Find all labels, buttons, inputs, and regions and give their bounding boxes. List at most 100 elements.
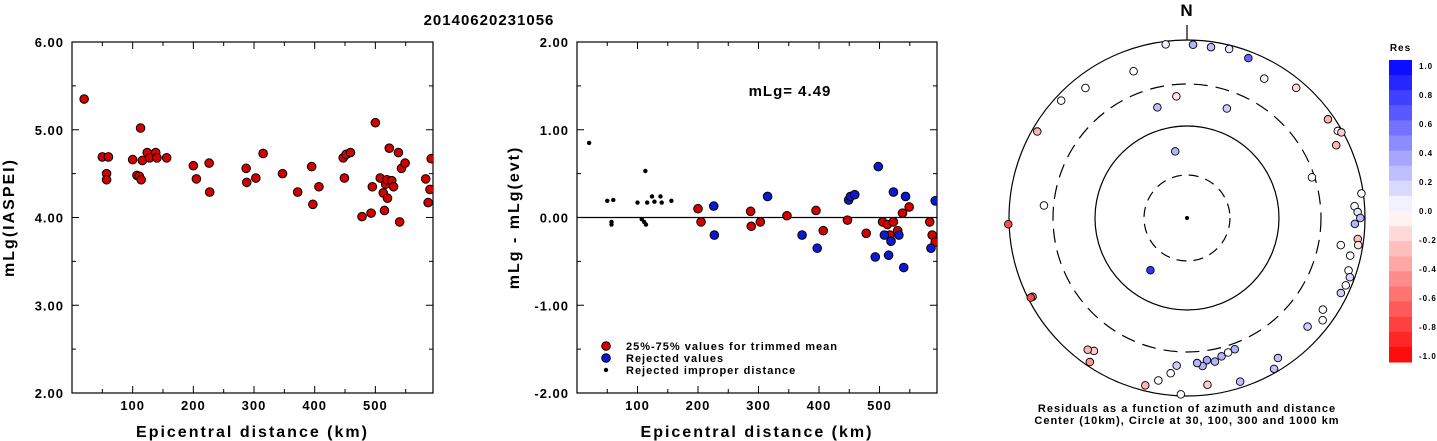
- station-marker: [1172, 361, 1181, 370]
- y-tick-label: -2.00: [534, 386, 569, 401]
- data-point: [425, 184, 433, 195]
- colorbar-cell: [1389, 211, 1412, 227]
- rejected-point: [812, 243, 823, 254]
- colorbar-tick-label: 0.8: [1419, 91, 1433, 100]
- station-marker: [1224, 44, 1234, 54]
- data-point: [127, 154, 138, 165]
- colorbar-tick-label: 1.0: [1419, 62, 1433, 71]
- data-point: [191, 174, 202, 184]
- station-marker: [1083, 345, 1092, 354]
- plot-frame: [71, 41, 434, 394]
- station-marker: [1166, 369, 1175, 378]
- station-marker: [1192, 358, 1202, 368]
- colorbar-tick-label: 0.6: [1419, 120, 1433, 129]
- trimmed-mean-point: [842, 215, 853, 225]
- ring-100km: [1094, 125, 1280, 311]
- colorbar-cell: [1389, 316, 1412, 333]
- station-marker: [1056, 96, 1066, 105]
- rejected-distance-point: [652, 199, 657, 204]
- data-point: [292, 187, 303, 197]
- rejected-point: [894, 230, 904, 240]
- rejected-distance-point: [611, 197, 616, 203]
- colorbar-cell: [1389, 135, 1412, 152]
- data-point: [79, 94, 89, 104]
- x-tick-label: 300: [746, 398, 771, 413]
- colorbar-cell: [1389, 165, 1412, 182]
- colorbar-cell: [1389, 301, 1412, 318]
- data-point: [367, 181, 378, 192]
- rejected-distance-point: [643, 168, 648, 174]
- colorbar-tick-label: -0.6: [1419, 294, 1437, 303]
- x-tick-label: 200: [686, 398, 711, 413]
- rejected-distance-point: [649, 194, 655, 199]
- legend-marker: [601, 353, 611, 363]
- caption-line-1: Residuals as a function of azimuth and d…: [1038, 403, 1336, 415]
- station-marker: [1307, 173, 1317, 182]
- station-marker: [1161, 40, 1170, 49]
- trimmed-mean-point: [888, 217, 899, 227]
- trimmed-mean-point: [811, 205, 821, 216]
- station-marker: [1337, 128, 1346, 137]
- data-point: [101, 174, 112, 185]
- data-point: [394, 217, 405, 227]
- data-point: [357, 211, 367, 222]
- station-marker: [1336, 240, 1346, 250]
- colorbar-cell: [1389, 105, 1412, 121]
- trimmed-mean-point: [818, 225, 829, 236]
- rejected-point: [849, 189, 860, 200]
- rejected-point: [883, 250, 894, 261]
- station-marker: [1039, 201, 1049, 210]
- colorbar-cell: [1389, 241, 1412, 257]
- epicenter-marker: [1185, 216, 1189, 220]
- rejected-distance-point: [635, 200, 640, 205]
- colorbar-tick-label: -0.2: [1419, 236, 1437, 245]
- colorbar-cell: [1389, 271, 1412, 287]
- rejected-point: [870, 252, 881, 262]
- rejected-distance-point: [669, 198, 674, 204]
- colorbar-tick-label: 0.2: [1419, 178, 1433, 187]
- station-marker: [1291, 83, 1301, 93]
- data-point: [400, 158, 410, 168]
- y-tick-label: 1.00: [540, 123, 569, 138]
- x-axis-label: Epicentral distance (km): [641, 424, 874, 441]
- trimmed-mean-point: [861, 228, 872, 239]
- data-point: [339, 173, 350, 183]
- station-marker: [1217, 352, 1226, 361]
- y-axis-label: mLg(IASPEI): [1, 158, 18, 277]
- data-point: [152, 153, 162, 163]
- x-axis-label: Epicentral distance (km): [136, 424, 369, 441]
- x-tick-label: 200: [181, 398, 206, 413]
- colorbar-cell: [1389, 75, 1412, 91]
- data-point: [241, 163, 251, 174]
- station-marker: [1141, 381, 1150, 390]
- trimmed-mean-point: [782, 210, 792, 221]
- rejected-point: [709, 230, 720, 240]
- station-marker: [1154, 376, 1163, 385]
- station-marker: [1244, 53, 1253, 63]
- data-point: [370, 117, 381, 128]
- station-marker: [1235, 377, 1245, 386]
- ring-300km: [1052, 83, 1322, 353]
- station-marker: [1129, 67, 1138, 76]
- legend-label: Rejected values: [626, 353, 724, 365]
- rejected-point: [888, 187, 899, 197]
- colorbar-cell: [1389, 286, 1412, 303]
- data-point: [384, 143, 395, 153]
- station-marker: [1341, 281, 1351, 290]
- ring-30km: [1143, 174, 1231, 262]
- station-marker: [1336, 288, 1346, 298]
- rejected-distance-point: [658, 194, 663, 199]
- data-point: [314, 181, 324, 192]
- rejected-distance-point: [586, 140, 592, 146]
- data-point: [366, 208, 376, 218]
- station-marker: [1350, 219, 1360, 229]
- x-tick-label: 300: [242, 398, 267, 413]
- colorbar-tick-label: 0.4: [1419, 149, 1433, 158]
- trimmed-mean-point: [924, 217, 935, 227]
- colorbar-cell: [1389, 331, 1412, 348]
- rejected-point: [708, 201, 719, 211]
- station-marker: [1033, 127, 1042, 136]
- colorbar-tick-label: 0.0: [1419, 207, 1433, 216]
- legend-label: Rejected improper distance: [626, 365, 796, 377]
